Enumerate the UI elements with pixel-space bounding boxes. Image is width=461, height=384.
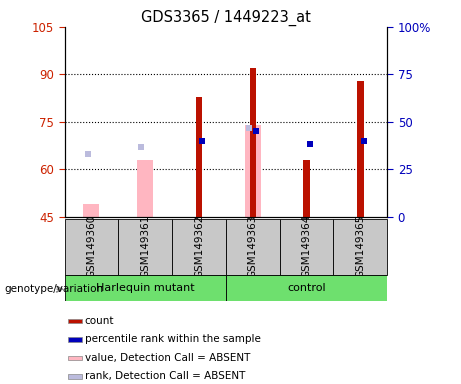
Text: GSM149361: GSM149361 (140, 215, 150, 278)
Text: control: control (287, 283, 326, 293)
Bar (68, 319, 83, 323)
Bar (226, 219, 280, 275)
Text: percentile rank within the sample: percentile rank within the sample (85, 334, 260, 344)
Bar (65, 219, 118, 275)
Bar (280, 219, 333, 275)
Text: genotype/variation: genotype/variation (5, 284, 104, 294)
Bar (245, 125, 261, 217)
Bar (68, 337, 83, 342)
Bar (137, 160, 153, 217)
Text: GSM149365: GSM149365 (355, 215, 366, 278)
Bar (333, 219, 387, 275)
Bar (68, 374, 83, 379)
Bar (65, 275, 226, 301)
Bar (118, 219, 172, 275)
Bar (68, 356, 83, 360)
Bar (226, 275, 387, 301)
Text: Harlequin mutant: Harlequin mutant (96, 283, 195, 293)
Text: GSM149364: GSM149364 (301, 215, 312, 278)
Bar (249, 68, 256, 217)
Text: count: count (85, 316, 114, 326)
Text: GSM149363: GSM149363 (248, 215, 258, 278)
Text: GSM149360: GSM149360 (86, 215, 96, 278)
Bar (83, 204, 100, 217)
Title: GDS3365 / 1449223_at: GDS3365 / 1449223_at (141, 9, 311, 25)
Text: GSM149362: GSM149362 (194, 215, 204, 278)
Text: rank, Detection Call = ABSENT: rank, Detection Call = ABSENT (85, 371, 245, 381)
Bar (196, 97, 202, 217)
Bar (357, 81, 364, 217)
Bar (303, 160, 310, 217)
Text: value, Detection Call = ABSENT: value, Detection Call = ABSENT (85, 353, 250, 363)
Bar (172, 219, 226, 275)
